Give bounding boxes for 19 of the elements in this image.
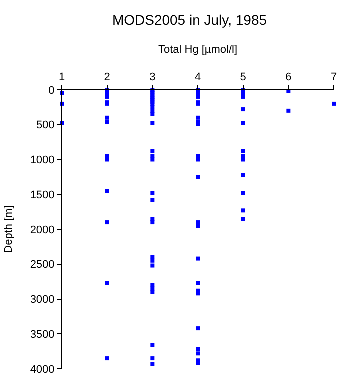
x-axis-title: Total Hg [µmol/l] xyxy=(158,44,238,56)
chart-title: MODS2005 in July, 1985 xyxy=(112,12,268,28)
y-tick-label: 500 xyxy=(36,120,55,132)
x-tick-label: 5 xyxy=(240,72,246,84)
x-tick-label: 4 xyxy=(194,72,202,84)
x-tick-label: 7 xyxy=(330,72,338,84)
y-tick-label: 2000 xyxy=(30,224,55,236)
y-axis-title: Depth [m] xyxy=(2,206,15,254)
x-tick-label: 2 xyxy=(104,72,110,84)
y-tick-label: 3500 xyxy=(30,328,55,341)
y-tick-label: 0 xyxy=(48,84,55,97)
y-tick-label: 3000 xyxy=(30,294,55,306)
y-tick-label: 1500 xyxy=(30,189,55,202)
y-tick-label: 4000 xyxy=(30,364,55,376)
y-tick-label: 1000 xyxy=(30,154,55,167)
x-tick-label: 1 xyxy=(58,72,66,84)
x-tick-label: 6 xyxy=(286,72,292,84)
x-tick-label: 3 xyxy=(150,72,156,84)
y-tick-label: 2500 xyxy=(30,259,55,272)
